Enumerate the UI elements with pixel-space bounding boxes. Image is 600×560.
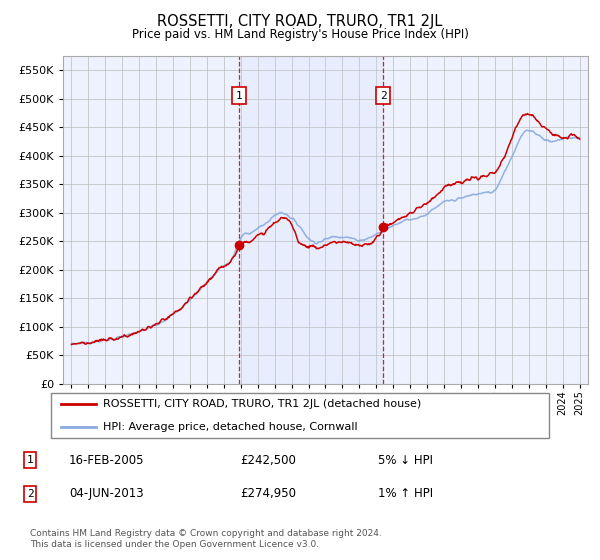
FancyBboxPatch shape: [50, 393, 550, 438]
Text: ROSSETTI, CITY ROAD, TRURO, TR1 2JL (detached house): ROSSETTI, CITY ROAD, TRURO, TR1 2JL (det…: [103, 399, 422, 409]
Text: HPI: Average price, detached house, Cornwall: HPI: Average price, detached house, Corn…: [103, 422, 358, 432]
Text: ROSSETTI, CITY ROAD, TRURO, TR1 2JL: ROSSETTI, CITY ROAD, TRURO, TR1 2JL: [157, 14, 443, 29]
Text: £274,950: £274,950: [240, 487, 296, 501]
Text: 1: 1: [26, 455, 34, 465]
Text: 04-JUN-2013: 04-JUN-2013: [69, 487, 143, 501]
Text: £242,500: £242,500: [240, 454, 296, 467]
Text: 16-FEB-2005: 16-FEB-2005: [69, 454, 145, 467]
Text: Contains HM Land Registry data © Crown copyright and database right 2024.
This d: Contains HM Land Registry data © Crown c…: [30, 529, 382, 549]
Bar: [239, 56, 383, 384]
Text: 1% ↑ HPI: 1% ↑ HPI: [378, 487, 433, 501]
Text: Price paid vs. HM Land Registry's House Price Index (HPI): Price paid vs. HM Land Registry's House …: [131, 28, 469, 41]
Text: 2: 2: [380, 91, 387, 101]
Text: 1: 1: [235, 91, 242, 101]
Text: 2: 2: [26, 489, 34, 499]
Text: 5% ↓ HPI: 5% ↓ HPI: [378, 454, 433, 467]
